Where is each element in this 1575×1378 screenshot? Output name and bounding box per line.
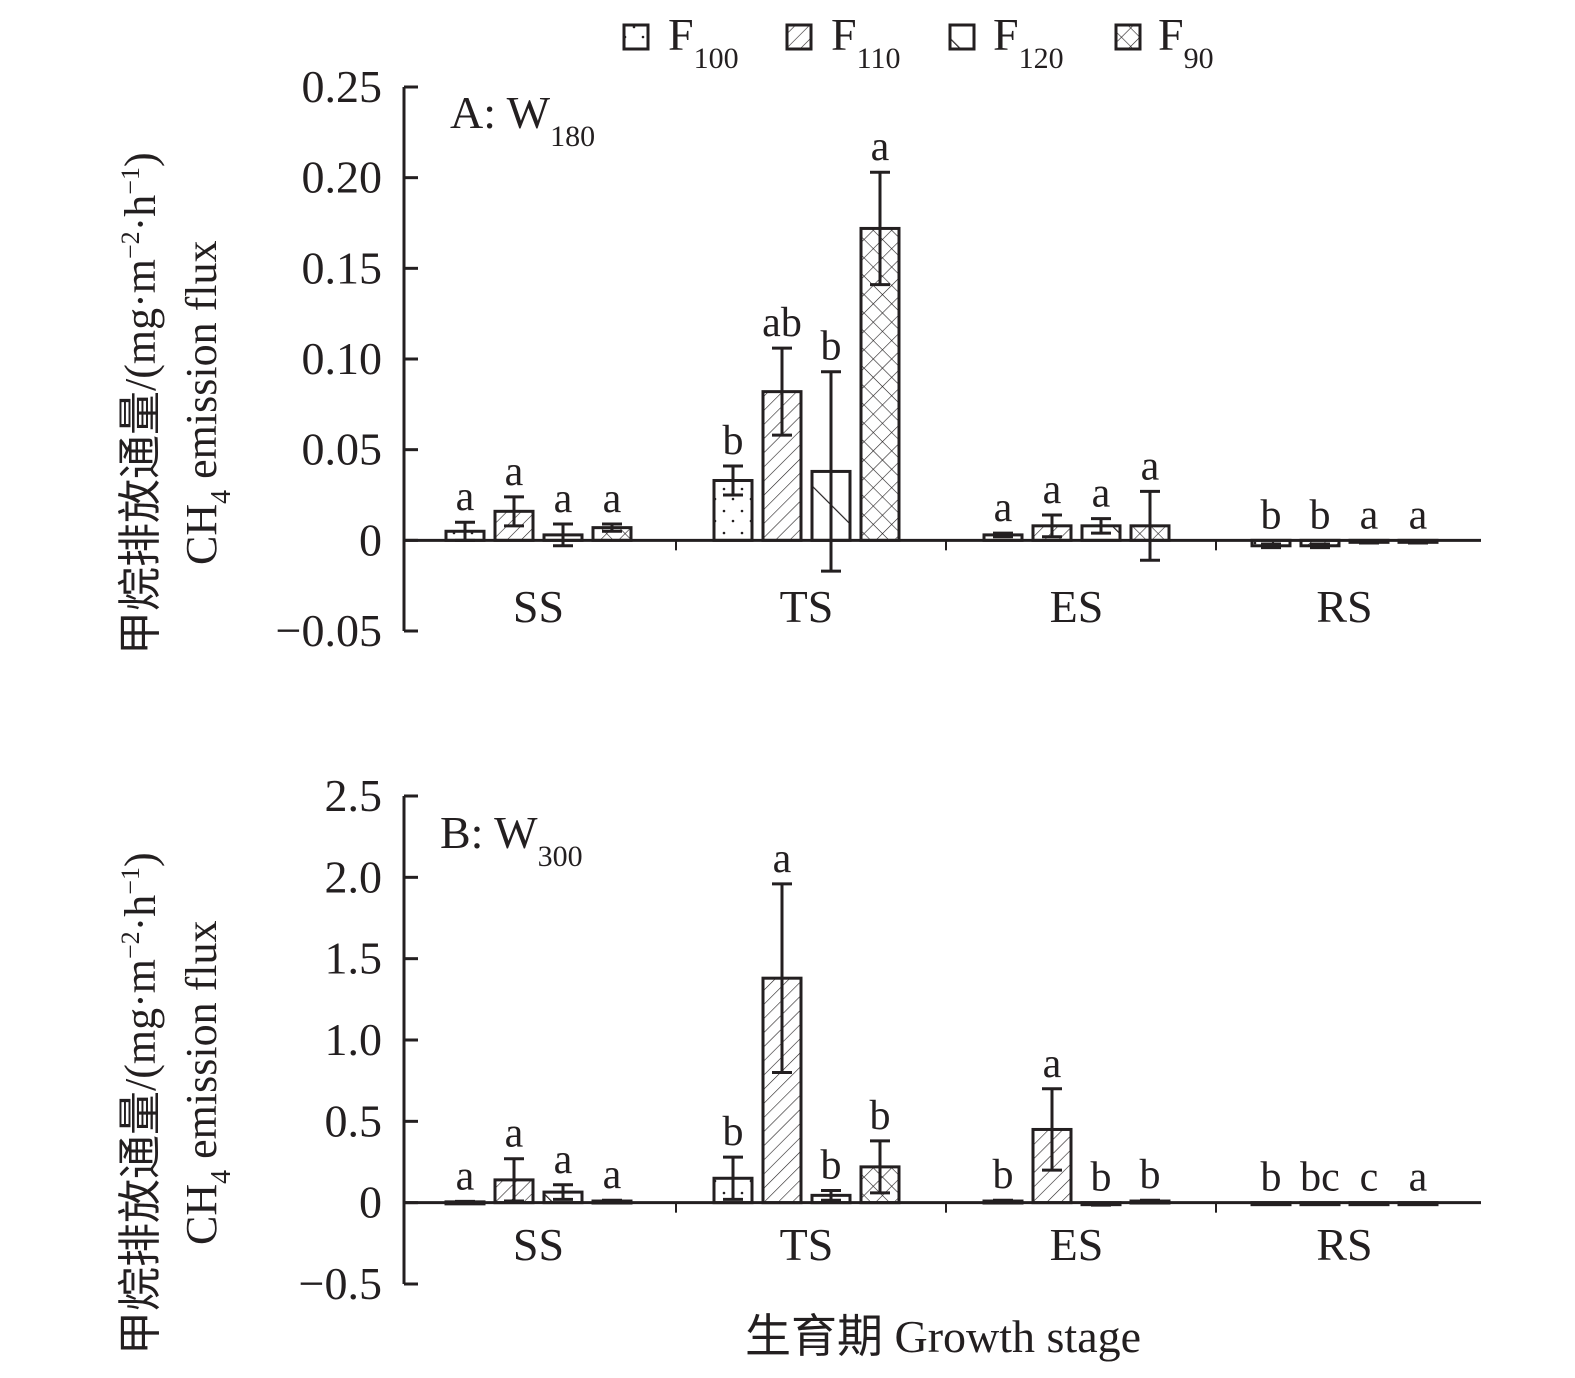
y-tick-label: 0 xyxy=(359,1177,382,1228)
significance-letter-f120-rs: c xyxy=(1360,1155,1379,1201)
significance-letter-f120-es: a xyxy=(1092,471,1111,517)
significance-letter-f100-ts: b xyxy=(723,1109,744,1155)
y-tick-label: 1.0 xyxy=(325,1014,383,1065)
legend-label-f90: F90 xyxy=(1158,9,1214,75)
x-category-label-rs: RS xyxy=(1316,1219,1372,1270)
significance-letter-f110-ts: ab xyxy=(762,300,802,346)
y-tick-label: 0.15 xyxy=(302,242,383,293)
panel-a-ylabel-en: CH4 emission flux xyxy=(177,241,237,565)
significance-letter-f100-es: b xyxy=(993,1152,1014,1198)
significance-letter-f90-ss: a xyxy=(603,1152,622,1198)
significance-letter-f120-ts: b xyxy=(821,324,842,370)
significance-letter-f110-rs: bc xyxy=(1300,1155,1340,1201)
significance-letter-f90-ss: a xyxy=(603,476,622,522)
x-category-label-ss: SS xyxy=(513,1219,564,1270)
significance-letter-f110-ss: a xyxy=(505,449,524,495)
significance-letter-f120-ss: a xyxy=(554,476,573,522)
x-category-label-es: ES xyxy=(1050,581,1104,632)
significance-letter-f90-ts: b xyxy=(870,1093,891,1139)
y-tick-label: 0.20 xyxy=(302,152,383,203)
legend-item-f90: F90 xyxy=(1114,9,1214,75)
panel-b-label: B: W300 xyxy=(440,807,583,873)
significance-letter-f100-ts: b xyxy=(723,418,744,464)
legend-swatch-f100 xyxy=(622,23,650,51)
significance-letter-f120-ts: b xyxy=(821,1142,842,1188)
significance-letter-f120-rs: a xyxy=(1360,492,1379,538)
legend-item-f110: F110 xyxy=(785,9,900,75)
legend-item-f120: F120 xyxy=(948,9,1064,75)
y-tick-label: 2.5 xyxy=(325,770,383,821)
significance-letter-f90-rs: a xyxy=(1409,492,1428,538)
y-tick-label: 1.5 xyxy=(325,933,383,984)
significance-letter-f110-ss: a xyxy=(505,1111,524,1157)
panel-a: A: W180 −0.05 0 0.05 0.10 0.15 0.20 0.25 SS TS ES… xyxy=(276,61,1481,656)
panel-b-ylabel-en: CH4 emission flux xyxy=(177,921,237,1245)
bar-f90-rs xyxy=(1397,1201,1439,1207)
legend-label-f100: F100 xyxy=(668,9,739,75)
panel-a-label: A: W180 xyxy=(450,87,595,153)
bar-f100-rs xyxy=(1250,1201,1292,1207)
x-category-label-es: ES xyxy=(1050,1219,1104,1270)
y-tick-label: 0.05 xyxy=(302,424,383,475)
significance-letter-f100-rs: b xyxy=(1261,492,1282,538)
significance-letter-f110-rs: b xyxy=(1310,492,1331,538)
y-tick-label: 0.25 xyxy=(302,61,383,112)
x-category-label-ts: TS xyxy=(780,581,834,632)
panel-b-ylabel-cn: 甲烷排放通量/(mg·m−2·h−1) xyxy=(116,852,165,1355)
significance-letter-f90-rs: a xyxy=(1409,1155,1428,1201)
significance-letter-f120-ss: a xyxy=(554,1137,573,1183)
y-tick-label: 0.5 xyxy=(325,1095,383,1146)
significance-letter-f110-ts: a xyxy=(773,836,792,882)
legend-label-f120: F120 xyxy=(993,9,1064,75)
panel-b-ylabel: 甲烷排放通量/(mg·m−2·h−1) CH4 emission flux xyxy=(116,852,237,1355)
x-category-label-ts: TS xyxy=(780,1219,834,1270)
panel-a-ylabel: 甲烷排放通量/(mg·m−2·h−1) CH4 emission flux xyxy=(116,152,237,655)
significance-letter-f100-es: a xyxy=(994,485,1013,531)
x-category-label-rs: RS xyxy=(1316,581,1372,632)
legend-swatch-f90 xyxy=(1114,23,1142,51)
bar-f110-rs xyxy=(1299,1201,1341,1207)
panel-b-axes: −0.5 0 0.5 1.0 1.5 2.0 2.5 SS TS ES RS xyxy=(299,770,1481,1309)
legend: F100 F110 F120 F90 xyxy=(622,9,1214,75)
bar-f120-rs xyxy=(1348,1201,1390,1207)
y-tick-label: −0.05 xyxy=(276,605,382,656)
y-tick-label: −0.5 xyxy=(299,1258,382,1309)
panel-a-ylabel-cn: 甲烷排放通量/(mg·m−2·h−1) xyxy=(116,152,165,655)
y-tick-label: 0 xyxy=(359,514,382,565)
significance-letter-f110-es: a xyxy=(1043,1041,1062,1087)
significance-letter-f100-ss: a xyxy=(456,1153,475,1199)
legend-item-f100: F100 xyxy=(622,9,739,75)
panel-b: B: W300 −0.500.51.01.52.02.5SS TS ES RS abb… xyxy=(299,770,1481,1309)
significance-letter-f100-ss: a xyxy=(456,474,475,520)
significance-letter-f90-es: a xyxy=(1141,443,1160,489)
significance-letter-f120-es: b xyxy=(1091,1155,1112,1201)
y-tick-label: 0.10 xyxy=(302,333,383,384)
significance-letter-f100-rs: b xyxy=(1261,1155,1282,1201)
y-tick-label: 2.0 xyxy=(325,851,383,902)
x-category-label-ss: SS xyxy=(513,581,564,632)
legend-swatch-f110 xyxy=(785,23,813,51)
x-axis-title: 生育期 Growth stage xyxy=(745,1311,1141,1362)
panel-a-axes: −0.05 0 0.05 0.10 0.15 0.20 0.25 SS TS ES RS xyxy=(276,61,1481,656)
significance-letter-f90-ts: a xyxy=(871,124,890,170)
significance-letter-f110-es: a xyxy=(1043,467,1062,513)
significance-letter-f90-es: b xyxy=(1140,1152,1161,1198)
legend-swatch-f120 xyxy=(948,23,976,51)
legend-label-f110: F110 xyxy=(831,9,900,75)
